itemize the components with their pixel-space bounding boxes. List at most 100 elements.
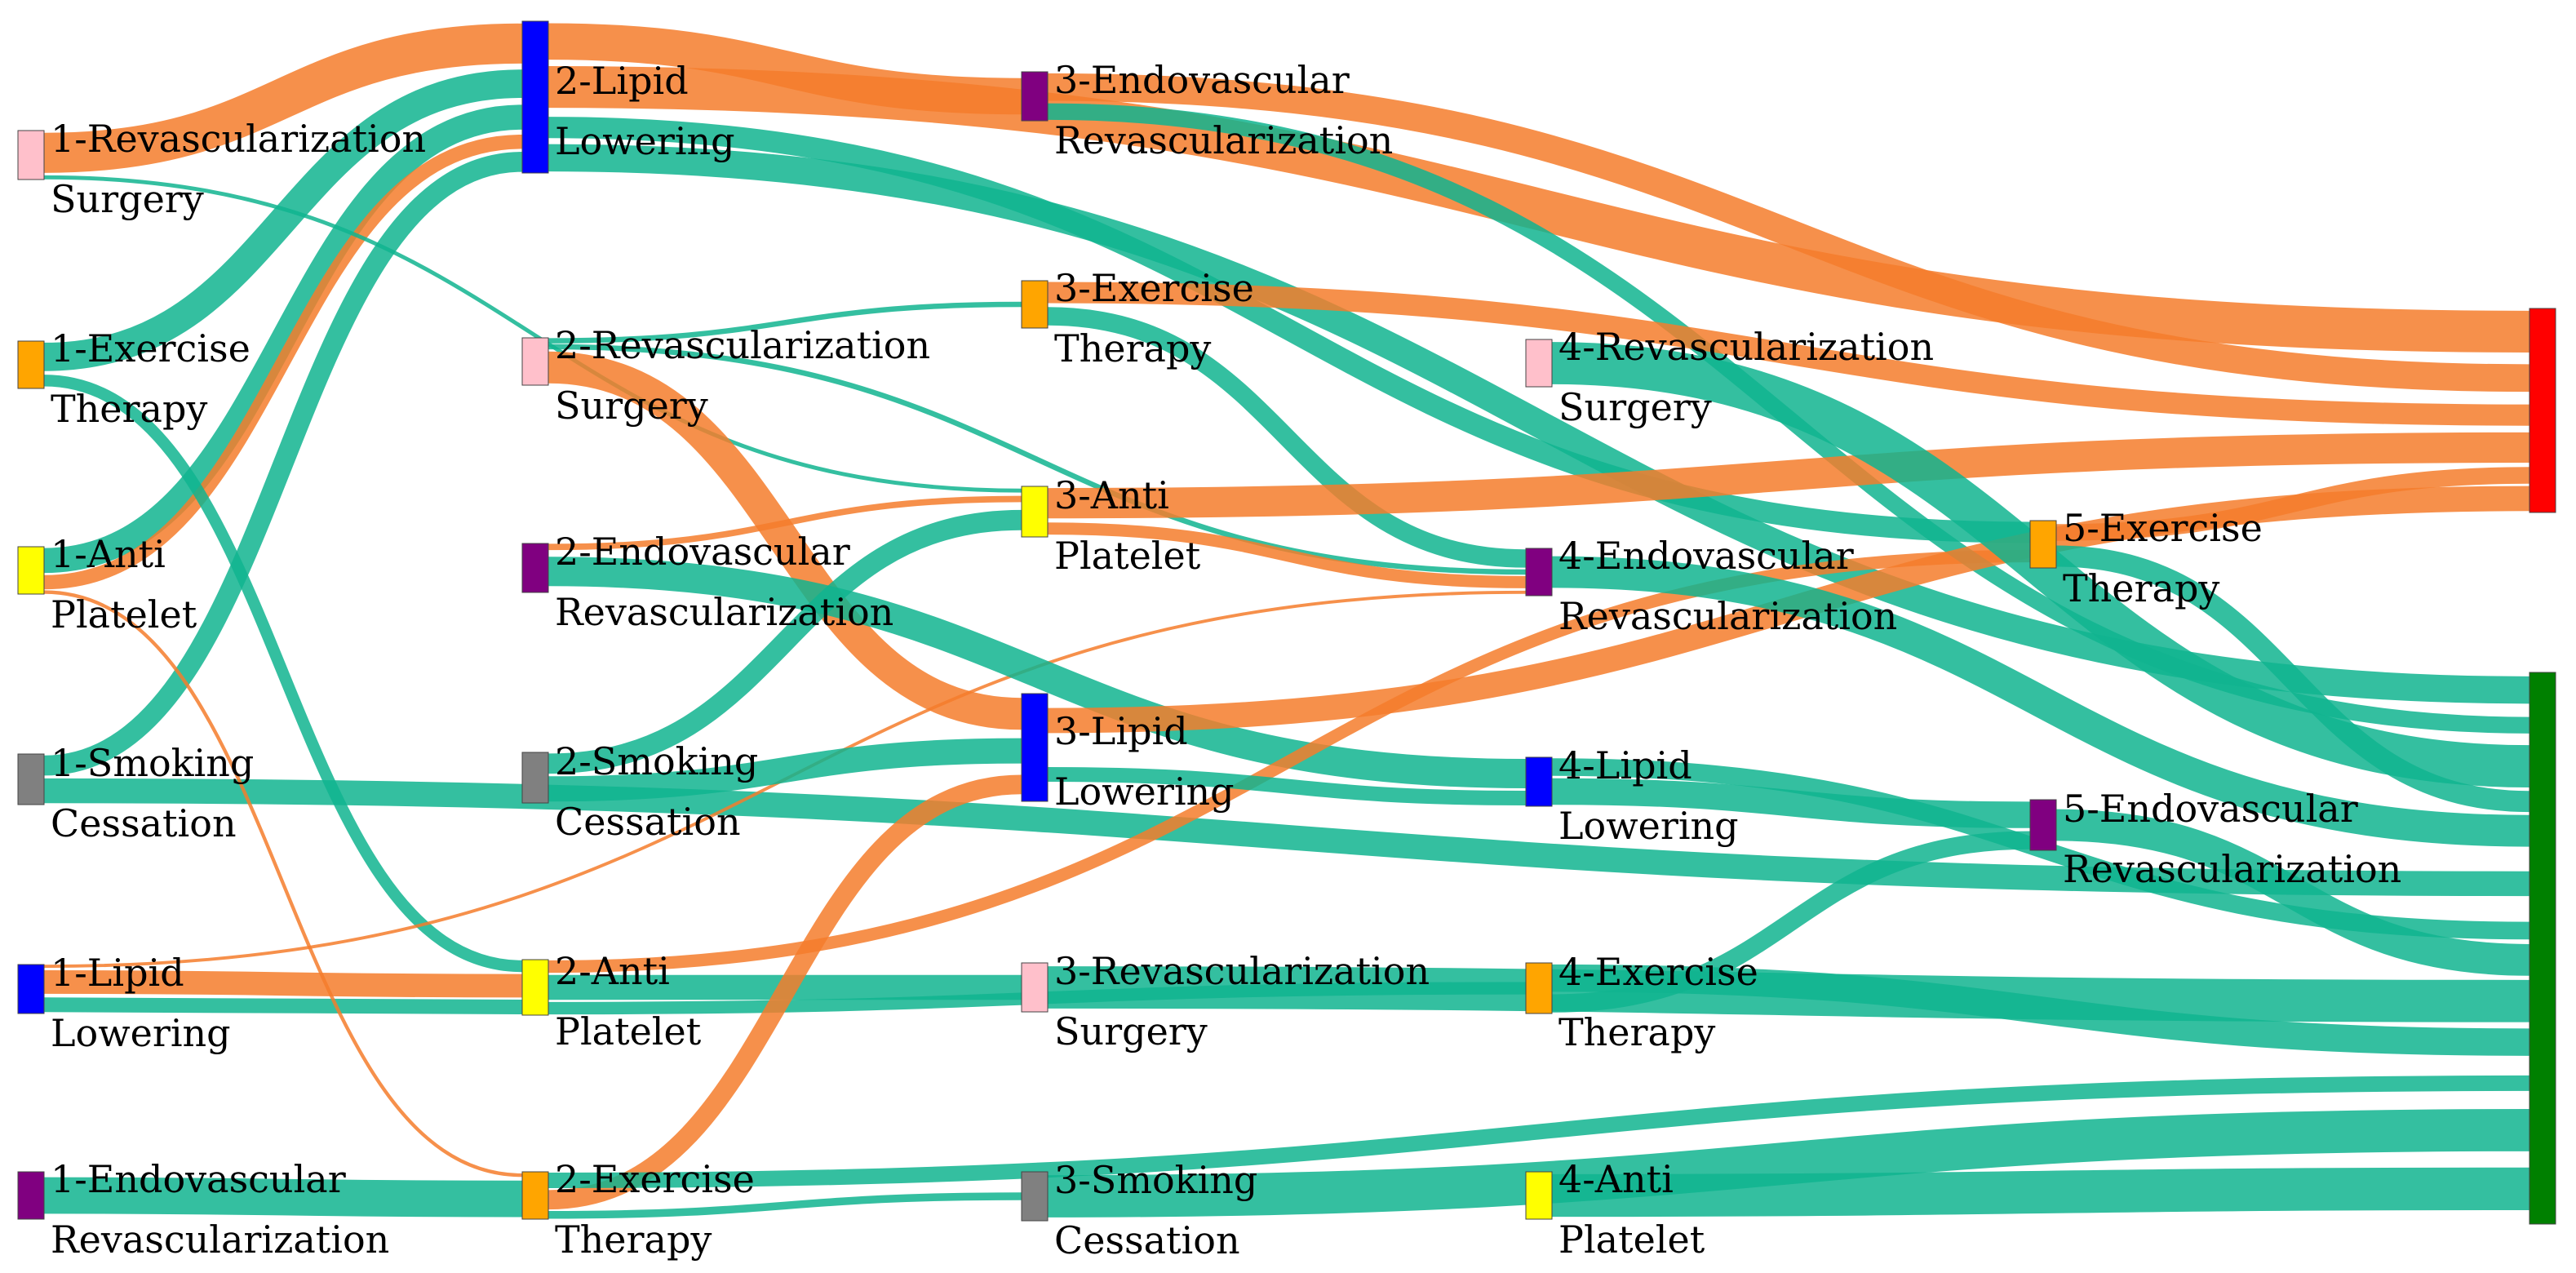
node-s4_ll: 4-Lipid Lowering — [1525, 743, 1739, 848]
node-label-line1-s5_ev: 5-Endovascular — [2063, 787, 2358, 831]
node-label-line1-s2_sc: 2-Smoking — [555, 739, 758, 783]
node-bar-s1_ll — [17, 964, 45, 1014]
node-bar-s4_rs — [1525, 339, 1553, 388]
link-s1_sc-to-s2_ll — [43, 152, 523, 776]
node-s2_ll: 2-Lipid Lowering — [521, 20, 735, 174]
node-s3_et: 3-Exercise Therapy — [1021, 266, 1254, 370]
node-s3_sc: 3-Smoking Cessation — [1021, 1158, 1257, 1262]
node-bar-out_green — [2529, 672, 2556, 1225]
node-label-line2-s4_ev: Revascularization — [1558, 594, 1897, 638]
node-s2_ev: 2-Endovascular Revascularization — [521, 530, 893, 634]
node-label-line1-s1_et: 1-Exercise — [51, 326, 251, 370]
link-s4_ev-to-out_green — [1551, 556, 2530, 847]
node-s2_sc: 2-Smoking Cessation — [521, 739, 758, 844]
node-bar-s1_rs — [17, 130, 45, 180]
node-s2_et: 2-Exercise Therapy — [521, 1157, 755, 1262]
link-s1_ap-to-s2_ll — [43, 135, 523, 590]
node-label-line2-s3_rs: Surgery — [1054, 1009, 1208, 1053]
node-bar-s3_ev — [1021, 71, 1049, 122]
node-label-line2-s3_ll: Lowering — [1054, 770, 1235, 814]
node-s4_ap: 4-Anti Platelet — [1525, 1157, 1705, 1262]
node-label-line2-s2_ll: Lowering — [555, 119, 735, 163]
node-bar-s2_sc — [521, 752, 549, 804]
node-label-line2-s2_et: Therapy — [555, 1218, 712, 1262]
node-label-line1-s3_et: 3-Exercise — [1054, 266, 1254, 310]
node-label-line2-s4_et: Therapy — [1558, 1010, 1715, 1054]
node-bar-s2_ap — [521, 959, 549, 1016]
node-label-line1-s3_ll: 3-Lipid — [1054, 709, 1188, 753]
node-s2_ap: 2-Anti Platelet — [521, 949, 702, 1053]
node-label-line2-s3_sc: Cessation — [1054, 1218, 1240, 1262]
node-bar-out_red — [2529, 308, 2556, 513]
node-label-line1-s1_sc: 1-Smoking — [51, 741, 254, 785]
node-s3_ev: 3-Endovascular Revascularization — [1021, 58, 1393, 162]
link-s2_sc-to-s3_ll — [548, 738, 1022, 802]
node-bar-s1_et — [17, 340, 45, 389]
node-bar-s2_ev — [521, 543, 549, 593]
node-label-line2-s2_rs: Surgery — [555, 384, 708, 428]
node-label-line2-s1_sc: Cessation — [51, 801, 237, 845]
node-s1_sc: 1-Smoking Cessation — [17, 741, 254, 845]
node-label-line2-s3_ev: Revascularization — [1054, 118, 1393, 162]
node-out_green — [2529, 672, 2556, 1225]
link-s2_sc-to-s3_ap — [548, 509, 1022, 774]
node-label-line1-s2_ev: 2-Endovascular — [555, 530, 850, 574]
node-s3_ap: 3-Anti Platelet — [1021, 473, 1201, 578]
link-s5_et-to-out_green — [2055, 545, 2530, 813]
node-bar-s1_ev — [17, 1171, 45, 1220]
nodes-layer: 1-Revascularization Surgery 1-Exercise Ther… — [17, 20, 2556, 1262]
link-s2_rs-to-s4_ev — [548, 344, 1527, 575]
node-bar-s3_et — [1021, 280, 1049, 329]
link-s3_sc-to-out_green — [1047, 1109, 2530, 1218]
node-bar-s3_sc — [1021, 1171, 1049, 1222]
link-s5_ev-to-out_green — [2055, 809, 2530, 976]
node-s1_ll: 1-Lipid Lowering — [17, 951, 231, 1055]
node-label-line2-s3_ap: Platelet — [1054, 534, 1201, 578]
node-label-line1-s4_ap: 4-Anti — [1558, 1157, 1674, 1201]
link-s2_rs-to-s3_et — [548, 301, 1022, 344]
node-label-line2-s4_ap: Platelet — [1558, 1218, 1705, 1262]
link-s1_ap-to-s2_ll — [43, 104, 523, 574]
node-label-line1-s1_ap: 1-Anti — [51, 532, 166, 576]
link-s3_ap-to-out_red — [1047, 432, 2530, 519]
node-label-line1-s4_ev: 4-Endovascular — [1558, 534, 1854, 578]
links-layer — [43, 23, 2530, 1219]
node-label-line1-s5_et: 5-Exercise — [2063, 506, 2263, 550]
node-label-line2-s5_ev: Revascularization — [2063, 847, 2401, 891]
node-label-line1-s2_rs: 2-Revascularization — [555, 323, 930, 367]
node-bar-s1_ap — [17, 546, 45, 595]
node-s1_ev: 1-Endovascular Revascularization — [17, 1157, 389, 1262]
node-label-line1-s1_ll: 1-Lipid — [51, 951, 184, 995]
node-bar-s2_rs — [521, 337, 549, 386]
link-s5_et-to-out_red — [2055, 467, 2530, 541]
node-label-line2-s1_ll: Lowering — [51, 1011, 231, 1055]
link-s2_ev-to-s3_ap — [548, 495, 1022, 551]
link-s1_rs-to-s2_ll — [43, 23, 523, 173]
node-s1_et: 1-Exercise Therapy — [17, 326, 251, 431]
node-bar-s4_et — [1525, 962, 1553, 1014]
node-bar-s1_sc — [17, 753, 45, 805]
node-bar-s5_et — [2029, 520, 2057, 569]
node-label-line1-s1_rs: 1-Revascularization — [51, 117, 426, 161]
node-s3_ll: 3-Lipid Lowering — [1021, 693, 1235, 814]
node-label-line1-s3_rs: 3-Revascularization — [1054, 949, 1430, 993]
link-s4_ap-to-out_green — [1551, 1167, 2530, 1218]
node-bar-s4_ll — [1525, 756, 1553, 807]
link-s3_ll-to-s4_ll — [1047, 767, 1527, 805]
node-bar-s4_ev — [1525, 548, 1553, 597]
node-label-line2-s1_et: Therapy — [51, 387, 207, 431]
node-s5_ev: 5-Endovascular Revascularization — [2029, 787, 2401, 891]
node-label-line1-s3_ev: 3-Endovascular — [1054, 58, 1350, 102]
node-label-line1-s4_et: 4-Exercise — [1558, 950, 1758, 994]
node-label-line1-s2_et: 2-Exercise — [555, 1157, 755, 1201]
node-bar-s3_ap — [1021, 486, 1049, 538]
link-s2_rs-to-s3_ll — [548, 351, 1022, 730]
link-s1_ap-to-s2_et — [43, 590, 523, 1178]
node-label-line2-s2_ap: Platelet — [555, 1009, 702, 1053]
node-label-line1-s1_ev: 1-Endovascular — [51, 1157, 346, 1201]
node-s4_ev: 4-Endovascular Revascularization — [1525, 534, 1897, 638]
link-s1_ll-to-s2_ap — [43, 997, 523, 1014]
node-bar-s2_ll — [521, 20, 549, 174]
node-s4_rs: 4-Revascularization Surgery — [1525, 325, 1934, 429]
node-bar-s3_rs — [1021, 962, 1049, 1013]
